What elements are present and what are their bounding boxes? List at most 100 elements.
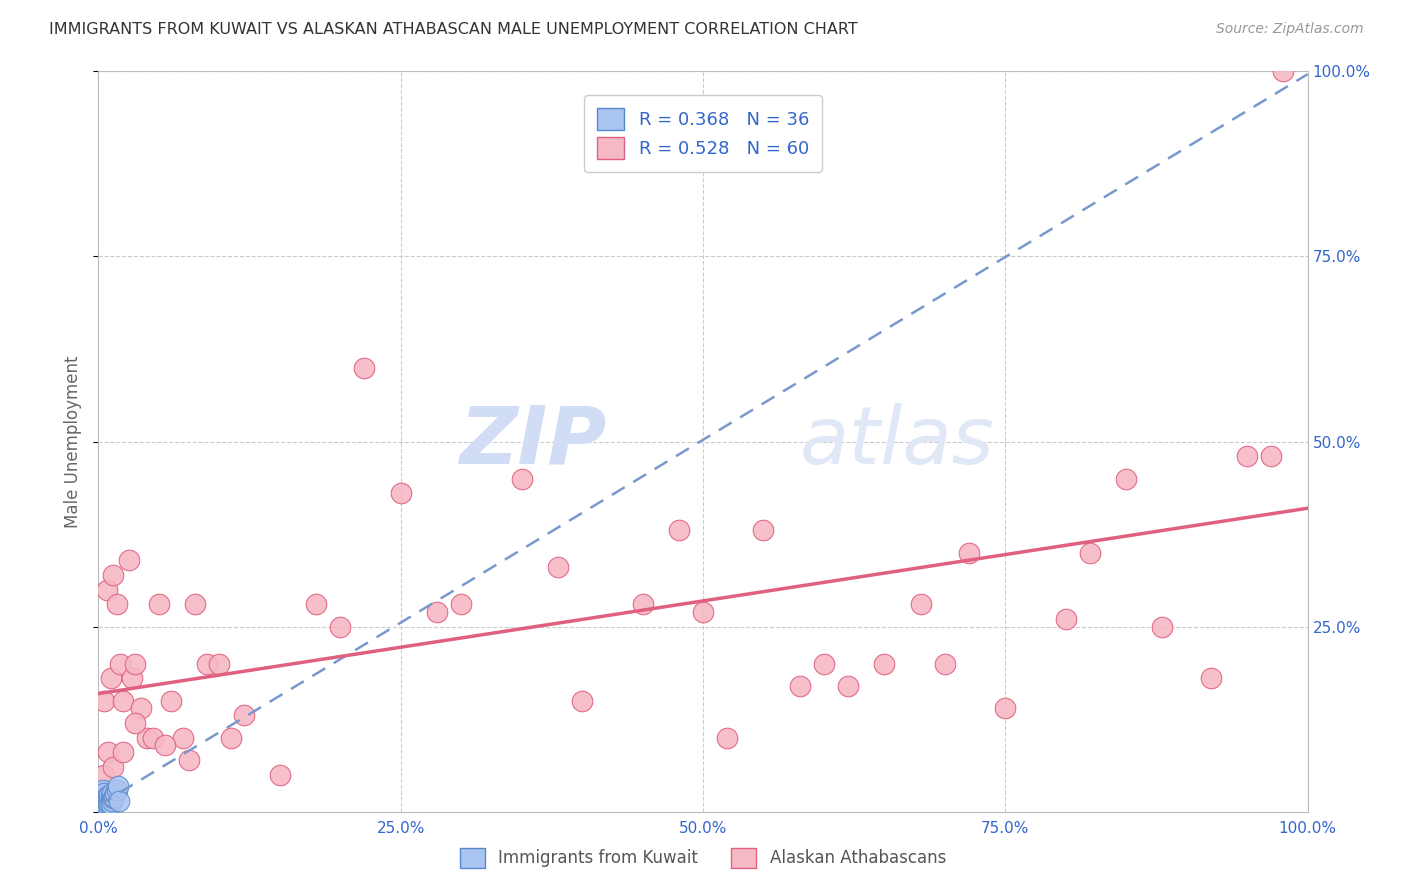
Point <box>232 708 254 723</box>
Point <box>96 789 118 804</box>
Point <box>631 598 654 612</box>
Point <box>100 797 122 812</box>
Point <box>118 553 141 567</box>
Point <box>91 801 114 815</box>
Point <box>100 672 122 686</box>
Point <box>107 779 129 793</box>
Point <box>97 746 120 760</box>
Point <box>571 694 593 708</box>
Point <box>1152 619 1174 633</box>
Point <box>90 797 112 812</box>
Point <box>97 791 120 805</box>
Text: ZIP: ZIP <box>458 402 606 481</box>
Point <box>121 672 143 686</box>
Point <box>101 791 124 805</box>
Point <box>934 657 956 671</box>
Point <box>93 796 115 810</box>
Point <box>124 657 146 671</box>
Point <box>329 619 352 633</box>
Point <box>221 731 243 745</box>
Point <box>873 657 896 671</box>
Point <box>184 598 207 612</box>
Point <box>510 471 533 485</box>
Point <box>111 746 134 760</box>
Point <box>129 701 152 715</box>
Point <box>789 679 811 693</box>
Point <box>716 731 738 745</box>
Point <box>108 794 131 808</box>
Point <box>813 657 835 671</box>
Point <box>93 798 115 813</box>
Point <box>1236 450 1258 464</box>
Point <box>91 801 114 815</box>
Point <box>90 789 112 804</box>
Point <box>91 798 114 813</box>
Point <box>96 794 118 808</box>
Point <box>153 738 176 752</box>
Point <box>172 731 194 745</box>
Text: Source: ZipAtlas.com: Source: ZipAtlas.com <box>1216 22 1364 37</box>
Point <box>269 767 291 781</box>
Point <box>94 791 117 805</box>
Point <box>101 760 124 774</box>
Point <box>98 789 121 803</box>
Point <box>160 694 183 708</box>
Point <box>837 679 859 693</box>
Point <box>90 801 112 815</box>
Point <box>98 796 121 810</box>
Point <box>93 694 115 708</box>
Point <box>450 598 472 612</box>
Text: atlas: atlas <box>800 402 994 481</box>
Legend: R = 0.368   N = 36, R = 0.528   N = 60: R = 0.368 N = 36, R = 0.528 N = 60 <box>585 95 821 172</box>
Point <box>692 605 714 619</box>
Point <box>91 789 114 804</box>
Point <box>208 657 231 671</box>
Point <box>103 789 125 804</box>
Point <box>96 798 118 813</box>
Point <box>105 598 128 612</box>
Legend: Immigrants from Kuwait, Alaskan Athabascans: Immigrants from Kuwait, Alaskan Athabasc… <box>453 841 953 875</box>
Point <box>353 360 375 375</box>
Point <box>179 753 201 767</box>
Point <box>104 786 127 800</box>
Point <box>100 789 122 804</box>
Point <box>91 798 114 813</box>
Point <box>1078 546 1101 560</box>
Point <box>91 794 114 808</box>
Point <box>957 546 980 560</box>
Point <box>994 701 1017 715</box>
Point <box>124 715 146 730</box>
Point <box>195 657 218 671</box>
Y-axis label: Male Unemployment: Male Unemployment <box>65 355 83 528</box>
Point <box>93 767 115 781</box>
Point <box>1054 612 1077 626</box>
Point <box>94 801 117 815</box>
Point <box>142 731 165 745</box>
Point <box>426 605 449 619</box>
Point <box>91 796 114 810</box>
Point <box>910 598 932 612</box>
Point <box>668 524 690 538</box>
Point <box>1272 64 1295 78</box>
Point <box>101 567 124 582</box>
Point <box>93 789 115 804</box>
Point <box>1260 450 1282 464</box>
Point <box>389 486 412 500</box>
Point <box>89 801 111 815</box>
Point <box>96 582 118 597</box>
Point <box>97 797 120 812</box>
Point <box>1199 672 1222 686</box>
Point <box>135 731 157 745</box>
Point <box>94 797 117 812</box>
Point <box>1115 471 1137 485</box>
Point <box>105 782 128 797</box>
Point <box>100 794 122 808</box>
Point <box>111 694 134 708</box>
Point <box>305 598 328 612</box>
Point <box>100 786 122 800</box>
Point <box>148 598 170 612</box>
Point <box>91 782 114 797</box>
Point <box>91 801 114 815</box>
Point <box>752 524 775 538</box>
Point <box>93 786 115 800</box>
